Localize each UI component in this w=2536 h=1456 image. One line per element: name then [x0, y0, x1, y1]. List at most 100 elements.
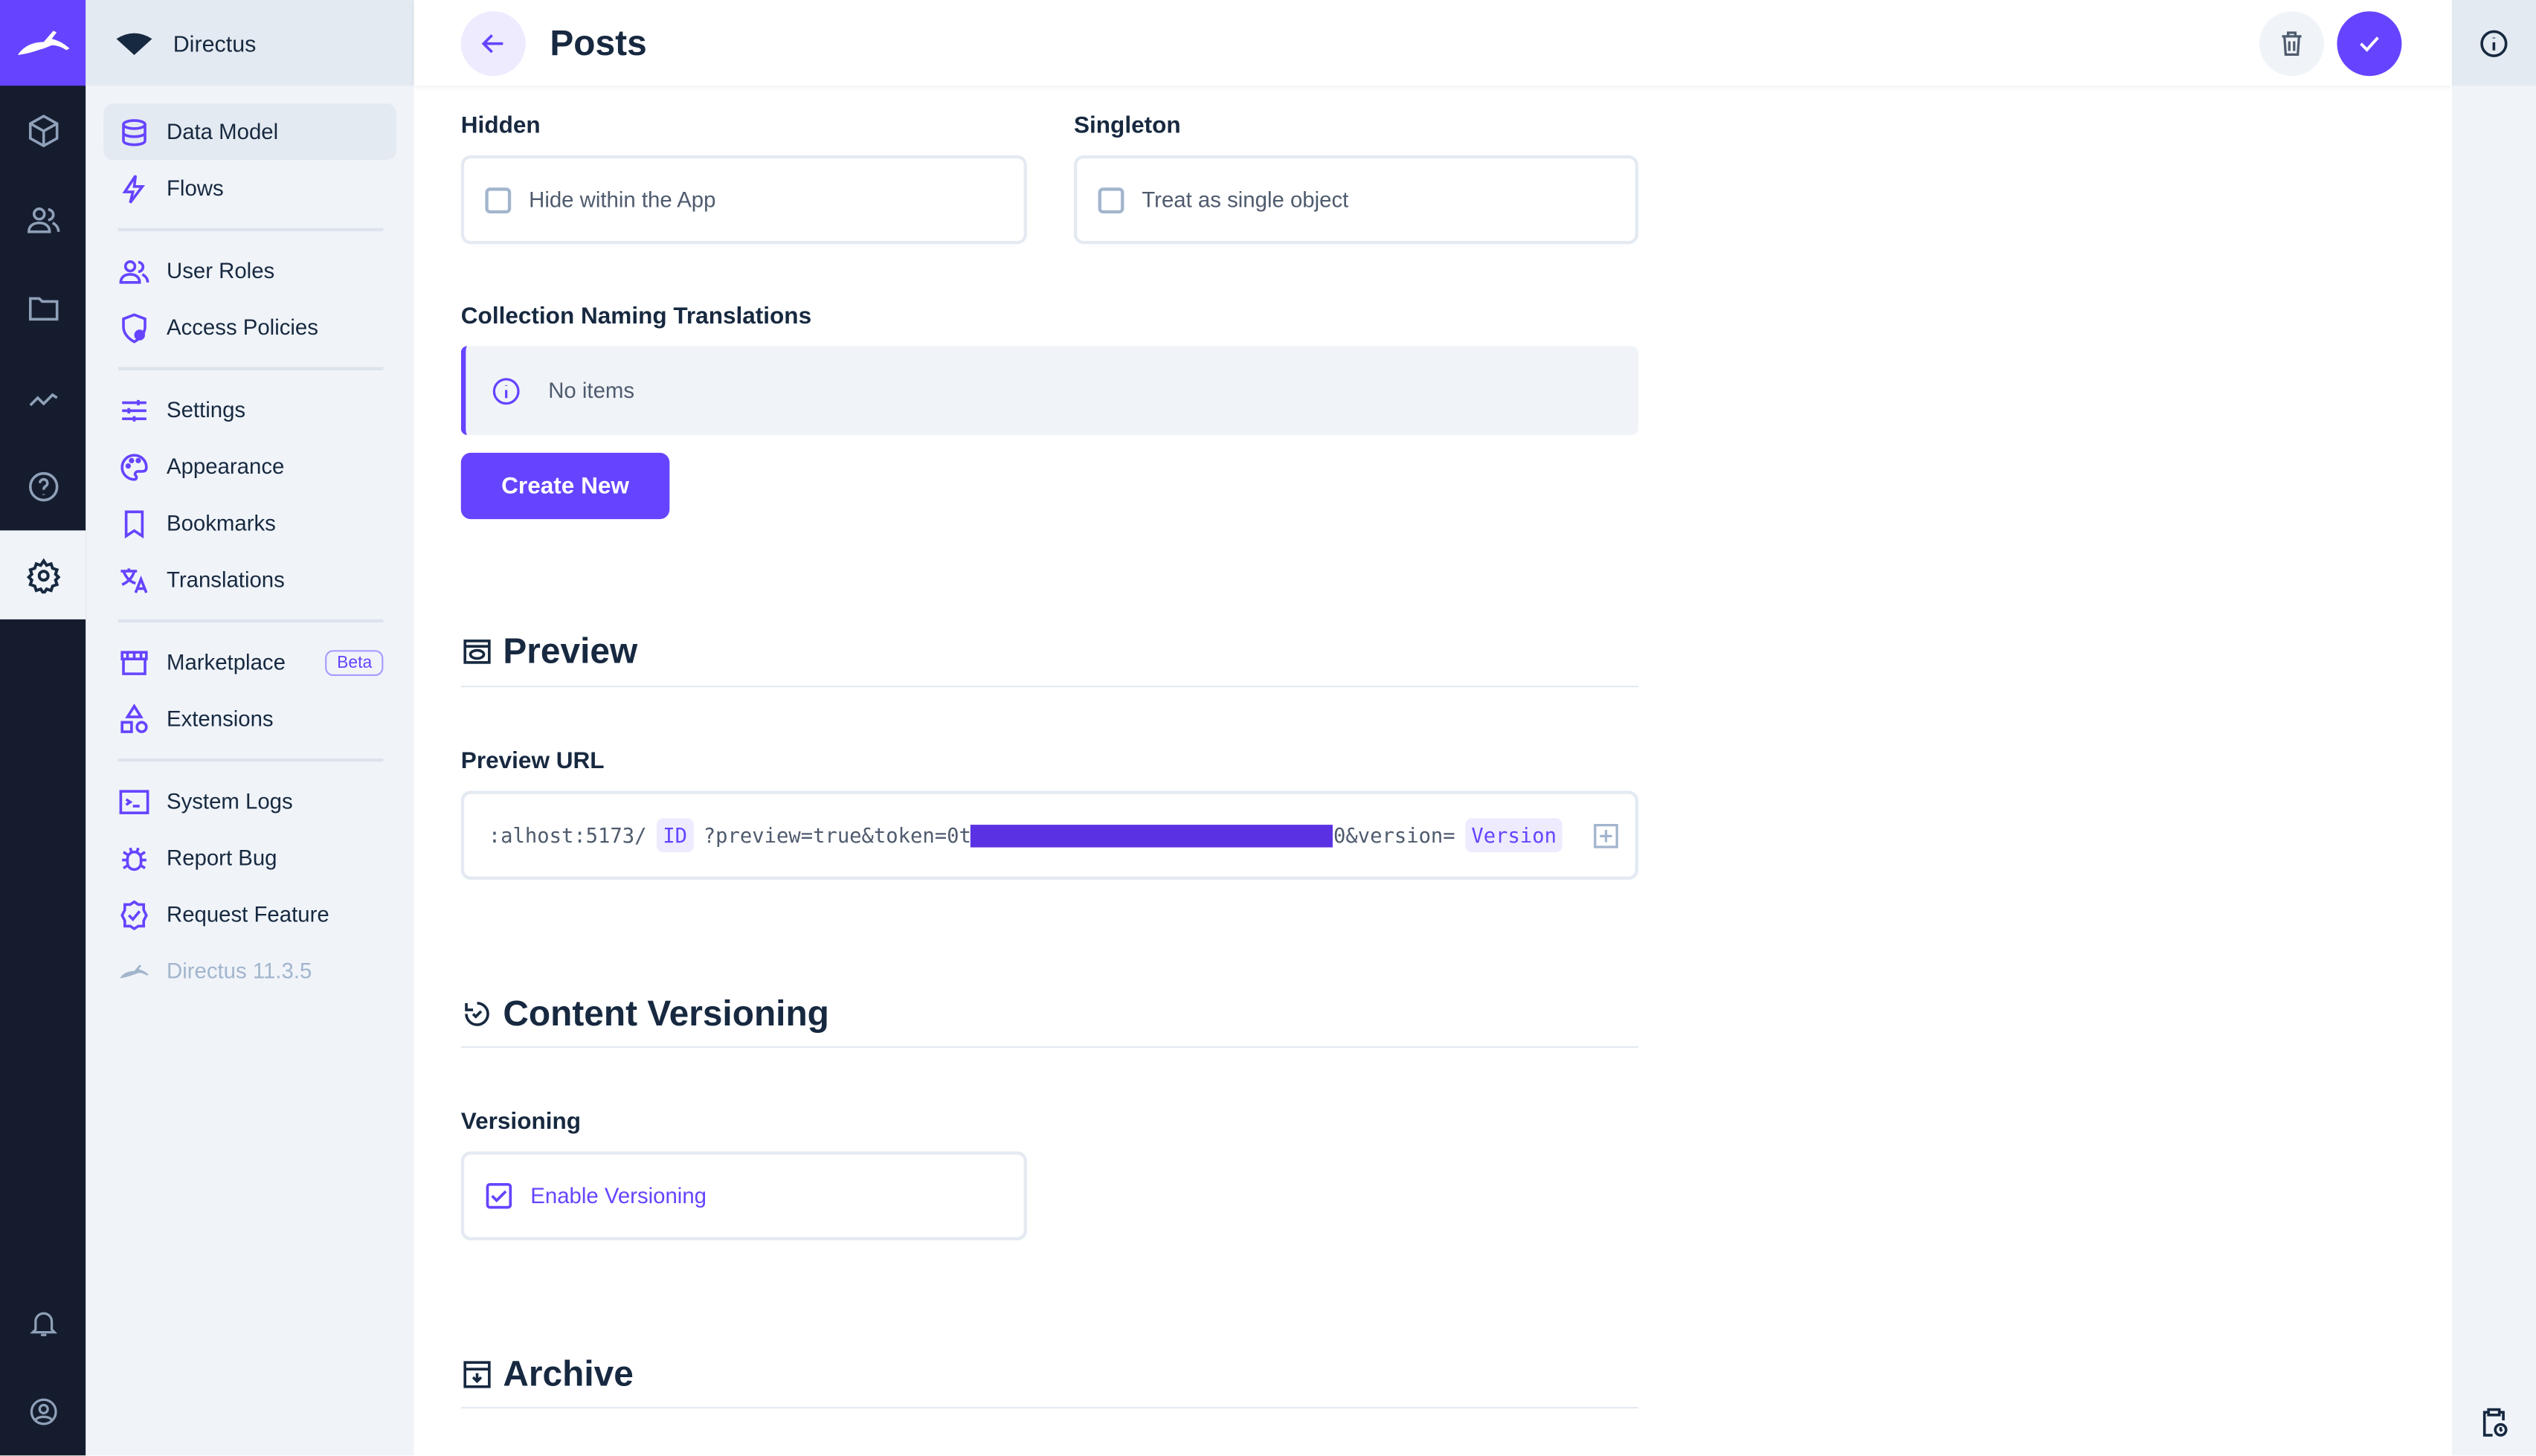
archive-icon [463, 1361, 491, 1388]
version-label: Directus 11.3.5 [166, 959, 312, 984]
activity-button[interactable] [2452, 1407, 2536, 1439]
id-field-chip[interactable]: ID [656, 818, 694, 853]
settings-navigation: Directus Data Model Flows User Roles Acc… [86, 0, 414, 1456]
nav-label: Flows [166, 176, 224, 201]
heading-text: Content Versioning [503, 993, 829, 1034]
storefront-icon [120, 650, 148, 674]
nav-item-request-feature[interactable]: Request Feature [103, 886, 396, 943]
no-items-notice: No items [460, 346, 1638, 435]
nav-item-marketplace[interactable]: Marketplace Beta [103, 634, 396, 690]
url-text: 0&version= [1333, 822, 1455, 848]
redacted-token [971, 824, 1334, 847]
nav-label: Data Model [166, 119, 279, 144]
nav-label: User Roles [166, 258, 275, 283]
shapes-icon [120, 703, 148, 732]
translations-label: Collection Naming Translations [460, 303, 812, 330]
palette-icon [120, 453, 148, 480]
archive-heading: Archive [461, 1353, 634, 1396]
nav-item-user-roles[interactable]: User Roles [103, 242, 396, 299]
divider [118, 619, 384, 623]
hidden-checkbox[interactable]: Hide within the App [460, 155, 1027, 245]
project-name: Directus [173, 30, 257, 57]
heading-text: Preview [503, 631, 638, 671]
delete-button[interactable] [2259, 10, 2325, 76]
heading-text: Archive [503, 1353, 634, 1394]
nav-item-appearance[interactable]: Appearance [103, 438, 396, 495]
version-field-chip[interactable]: Version [1464, 818, 1563, 853]
divider [460, 1406, 1638, 1409]
nav-item-access-policies[interactable]: Access Policies [103, 299, 396, 355]
check-icon [2360, 36, 2379, 51]
verified-icon [120, 899, 148, 930]
preview-url-input[interactable]: :alhost:5173/ ID ?preview=true&token=0t … [460, 790, 1638, 880]
divider [118, 367, 384, 371]
module-bar [0, 0, 86, 1456]
enable-versioning-checkbox[interactable]: Enable Versioning [460, 1151, 1027, 1240]
shield-person-icon [122, 312, 147, 343]
nav-label: Marketplace [166, 650, 286, 674]
nav-label: Settings [166, 397, 246, 422]
settings-icon[interactable] [0, 530, 86, 619]
project-header[interactable]: Directus [86, 0, 414, 86]
users-icon [119, 259, 149, 283]
nav-item-settings[interactable]: Settings [103, 381, 396, 438]
trash-icon [2282, 30, 2302, 55]
divider [460, 1046, 1638, 1048]
header-bar: Posts [413, 0, 2452, 86]
version-info[interactable]: Directus 11.3.5 [103, 943, 396, 999]
divider [118, 228, 384, 231]
history-icon [465, 1002, 489, 1026]
help-icon[interactable] [0, 442, 86, 531]
database-icon [122, 118, 147, 146]
checkbox-icon [1098, 187, 1124, 213]
nav-item-flows[interactable]: Flows [103, 160, 396, 216]
create-new-button[interactable]: Create New [460, 452, 670, 520]
preview-icon [463, 640, 491, 664]
back-button[interactable] [460, 10, 526, 76]
info-button[interactable] [2451, 0, 2536, 86]
versioning-heading: Content Versioning [461, 993, 829, 1035]
nav-label: Request Feature [166, 902, 329, 927]
nav-label: Appearance [166, 454, 285, 479]
terminal-icon [119, 789, 149, 814]
project-logo-icon [116, 32, 152, 54]
checkbox-icon [485, 187, 512, 213]
add-field-icon[interactable] [1592, 821, 1621, 850]
user-icon[interactable] [0, 1367, 86, 1456]
nav-label: System Logs [166, 789, 293, 814]
checkbox-label: Treat as single object [1142, 187, 1349, 212]
nav-label: Translations [166, 567, 285, 592]
beta-badge: Beta [325, 649, 384, 675]
translate-icon [120, 567, 148, 593]
hidden-label: Hidden [460, 113, 541, 140]
clipboard-clock-icon [2482, 1408, 2508, 1437]
users-icon[interactable] [0, 175, 86, 264]
versioning-label: Versioning [460, 1109, 582, 1136]
save-button[interactable] [2337, 10, 2402, 76]
checkbox-checked-icon [486, 1182, 512, 1209]
nav-item-report-bug[interactable]: Report Bug [103, 830, 396, 886]
nav-item-translations[interactable]: Translations [103, 552, 396, 608]
insights-icon[interactable] [0, 352, 86, 442]
notifications-icon[interactable] [0, 1278, 86, 1367]
page-title: Posts [550, 22, 647, 62]
nav-label: Report Bug [166, 845, 277, 870]
url-text: ?preview=true&token=0t [703, 822, 971, 848]
directus-logo-icon [120, 964, 149, 978]
divider [118, 758, 384, 762]
nav-item-extensions[interactable]: Extensions [103, 691, 396, 747]
nav-item-system-logs[interactable]: System Logs [103, 773, 396, 830]
nav-item-data-model[interactable]: Data Model [103, 103, 396, 161]
files-icon[interactable] [0, 263, 86, 352]
info-icon [2480, 29, 2508, 57]
singleton-checkbox[interactable]: Treat as single object [1074, 155, 1638, 245]
directus-logo[interactable] [0, 0, 86, 86]
singleton-label: Singleton [1074, 113, 1181, 140]
notice-text: No items [548, 378, 635, 403]
content-icon[interactable] [0, 86, 86, 175]
checkbox-label: Enable Versioning [530, 1183, 707, 1208]
nav-label: Extensions [166, 706, 274, 731]
bookmark-icon [124, 509, 144, 538]
nav-item-bookmarks[interactable]: Bookmarks [103, 495, 396, 551]
arrow-left-icon [481, 33, 503, 53]
